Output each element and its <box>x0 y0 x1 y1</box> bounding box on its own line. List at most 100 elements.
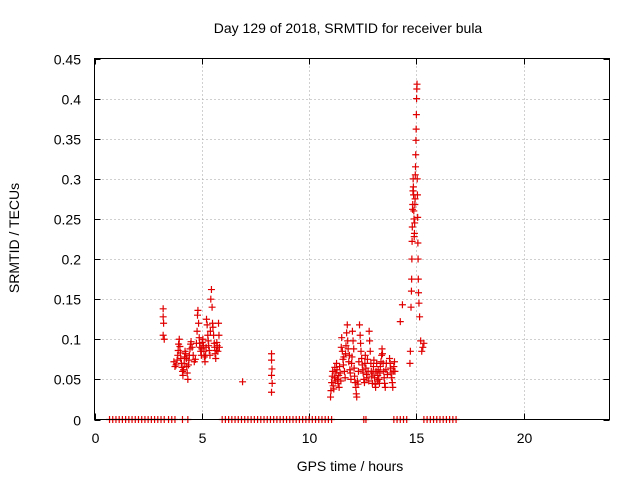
data-point <box>357 339 365 347</box>
data-point <box>199 335 207 343</box>
data-point <box>349 337 357 345</box>
data-point <box>203 315 211 323</box>
data-point <box>342 350 350 358</box>
data-point <box>212 355 220 363</box>
data-point <box>378 350 386 358</box>
data-point <box>343 329 351 337</box>
y-axis-label: SRMTID / TECUs <box>6 183 22 293</box>
data-point <box>328 379 336 387</box>
data-point <box>351 372 359 380</box>
data-point <box>176 342 184 350</box>
data-point <box>205 347 213 355</box>
data-point <box>346 369 354 377</box>
data-point <box>386 355 394 363</box>
data-point <box>365 327 373 335</box>
data-point <box>413 80 421 88</box>
data-point <box>207 295 215 303</box>
data-point <box>373 359 381 367</box>
data-point <box>406 359 414 367</box>
data-point <box>408 275 416 283</box>
data-point <box>268 350 276 358</box>
data-point <box>407 287 415 295</box>
data-point <box>415 299 423 307</box>
data-point <box>336 369 344 377</box>
tick-labels: 0 0.05 0.1 0.15 0.2 0.25 0.3 0.35 0.4 0.45 0 5 10 15 2… <box>54 52 533 447</box>
data-point <box>203 321 211 329</box>
data-point <box>338 334 346 342</box>
data-point <box>329 382 337 390</box>
data-point <box>391 367 399 375</box>
data-point <box>159 305 167 313</box>
data-point <box>333 375 341 383</box>
x-tick-label: 0 <box>92 430 100 446</box>
data-point <box>160 319 168 327</box>
data-point <box>390 358 398 366</box>
data-point <box>366 347 374 355</box>
data-point <box>159 313 167 321</box>
data-point <box>411 219 419 227</box>
y-tick-label: 0.45 <box>54 52 81 68</box>
data-point <box>175 335 183 343</box>
data-point <box>268 365 276 373</box>
data-point <box>354 380 362 388</box>
data-point <box>420 339 428 347</box>
data-point <box>208 303 216 311</box>
data-point <box>212 347 220 355</box>
data-point <box>358 355 366 363</box>
data-points <box>106 80 460 423</box>
data-point <box>412 125 420 133</box>
y-tick-label: 0.25 <box>54 212 81 228</box>
data-point <box>239 378 247 386</box>
data-point <box>388 374 396 382</box>
data-point <box>378 351 386 359</box>
data-point <box>363 374 371 382</box>
data-point <box>336 363 344 371</box>
data-point <box>182 350 190 358</box>
data-point <box>159 331 167 339</box>
data-point <box>412 151 420 159</box>
data-point <box>209 323 217 331</box>
data-point <box>187 338 195 346</box>
data-point <box>372 383 380 391</box>
data-point <box>419 343 427 351</box>
data-point <box>188 343 196 351</box>
data-point <box>330 385 338 393</box>
data-point <box>390 363 398 371</box>
data-point <box>341 374 349 382</box>
data-point <box>207 286 215 294</box>
data-point <box>366 337 374 345</box>
y-tick-label: 0.2 <box>62 252 82 268</box>
y-tick-label: 0 <box>73 413 81 429</box>
data-point <box>412 163 420 171</box>
data-point <box>376 369 384 377</box>
data-point <box>196 343 204 351</box>
y-tick-label: 0.3 <box>62 172 82 188</box>
data-point <box>418 347 426 355</box>
data-point <box>189 351 197 359</box>
data-point <box>198 338 206 346</box>
data-point <box>414 275 422 283</box>
data-point <box>369 363 377 371</box>
data-point <box>413 191 421 199</box>
data-point <box>172 361 180 369</box>
data-point <box>215 331 223 339</box>
data-point <box>382 366 390 374</box>
data-point <box>348 359 356 367</box>
data-point <box>268 356 276 364</box>
data-point <box>353 377 361 385</box>
data-point <box>410 207 418 215</box>
data-point <box>183 363 191 371</box>
data-point <box>353 393 361 401</box>
data-point <box>268 388 276 396</box>
data-point <box>180 366 188 374</box>
data-point <box>201 358 209 366</box>
data-point <box>171 363 179 371</box>
data-point <box>381 379 389 387</box>
data-point <box>375 375 383 383</box>
data-point <box>414 255 422 263</box>
data-point <box>268 371 276 379</box>
data-point <box>347 375 355 383</box>
data-point <box>363 355 371 363</box>
data-point <box>411 195 419 203</box>
data-point <box>381 383 389 391</box>
